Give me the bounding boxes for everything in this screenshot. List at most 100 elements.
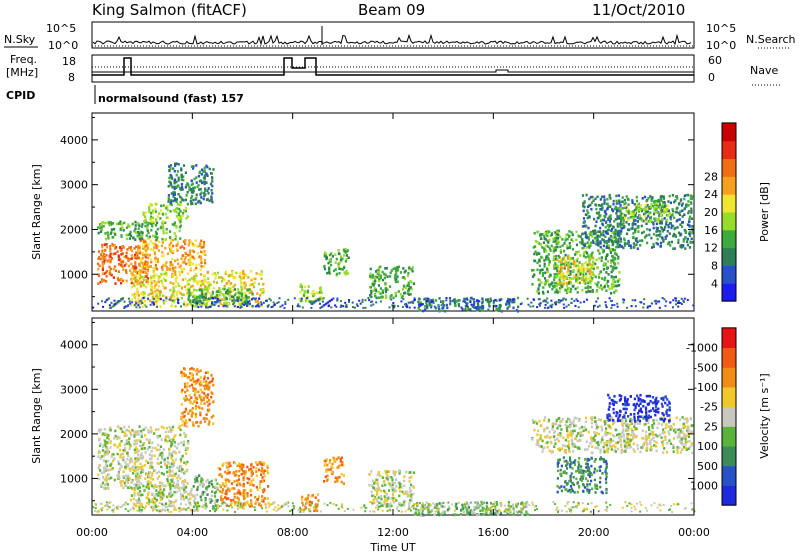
scatter-cell <box>131 222 134 226</box>
scatter-cell <box>587 238 591 241</box>
scatter-cell <box>130 298 133 301</box>
scatter-cell <box>167 197 170 200</box>
scatter-cell <box>259 480 262 483</box>
scatter-cell <box>668 212 671 215</box>
scatter-cell <box>573 262 576 265</box>
scatter-cell <box>113 299 116 302</box>
scatter-cell <box>340 480 343 484</box>
scatter-cell <box>259 486 262 489</box>
scatter-cell <box>97 455 100 458</box>
scatter-cell <box>121 452 124 456</box>
scatter-cell <box>150 505 153 509</box>
scatter-cell <box>193 186 196 189</box>
scatter-cell <box>632 212 635 216</box>
scatter-cell <box>200 173 203 176</box>
scatter-cell <box>249 493 253 497</box>
scatter-cell <box>136 457 139 460</box>
scatter-cell <box>590 207 593 211</box>
scatter-cell <box>651 196 654 200</box>
scatter-cell <box>123 431 126 435</box>
scatter-cell <box>193 478 197 481</box>
scatter-cell <box>173 221 176 224</box>
scatter-cell <box>612 258 615 261</box>
scatter-cell <box>618 235 621 238</box>
scatter-cell <box>554 240 557 243</box>
scatter-cell <box>337 456 340 459</box>
scatter-cell <box>144 426 147 430</box>
scatter-cell <box>219 485 222 489</box>
scatter-cell <box>200 482 203 485</box>
scatter-cell <box>211 303 214 306</box>
scatter-cell <box>246 302 249 305</box>
scatter-cell <box>228 290 231 294</box>
scatter-cell <box>404 286 407 290</box>
scatter-cell <box>631 224 634 227</box>
scatter-cell <box>673 247 676 250</box>
scatter-cell <box>605 241 608 244</box>
scatter-cell <box>199 294 202 297</box>
scatter-cell <box>334 253 337 256</box>
scatter-cell <box>250 483 253 486</box>
scatter-cell <box>207 287 210 290</box>
scatter-cell <box>299 285 302 288</box>
scatter-cell <box>667 225 670 229</box>
scatter-cell <box>351 301 354 304</box>
scatter-cell <box>151 471 154 475</box>
scatter-cell <box>375 301 378 304</box>
scatter-cell <box>125 440 128 443</box>
scatter-cell <box>200 480 203 483</box>
scatter-cell <box>393 304 396 307</box>
scatter-cell <box>544 271 547 275</box>
scatter-cell <box>173 179 176 183</box>
scatter-cell <box>310 500 314 504</box>
scatter-cell <box>618 217 622 220</box>
scatter-cell <box>666 242 670 246</box>
scatter-cell <box>334 304 337 307</box>
scatter-cell <box>195 296 198 299</box>
scatter-cell <box>177 289 180 293</box>
scatter-cell <box>178 229 181 233</box>
freq-label: Freq. <box>10 53 37 66</box>
scatter-cell <box>651 204 655 208</box>
scatter-cell <box>202 170 205 173</box>
scatter-cell <box>138 245 142 248</box>
scatter-cell <box>312 505 316 509</box>
scatter-cell <box>108 258 111 262</box>
scatter-cell <box>147 474 150 478</box>
scatter-cell <box>117 270 120 273</box>
scatter-cell <box>230 487 233 491</box>
scatter-cell <box>669 221 672 225</box>
scatter-cell <box>538 252 541 255</box>
scatter-cell <box>178 467 181 470</box>
scatter-cell <box>166 470 169 474</box>
scatter-cell <box>208 199 211 203</box>
scatter-cell <box>676 197 679 200</box>
scatter-cell <box>541 256 544 260</box>
scatter-cell <box>188 239 191 242</box>
scatter-cell <box>225 305 228 309</box>
scatter-cell <box>140 508 143 512</box>
scatter-cell <box>330 465 333 469</box>
y-tick-label: 1000 <box>60 268 88 281</box>
scatter-cell <box>148 438 151 442</box>
scatter-cell <box>407 283 410 287</box>
scatter-cell <box>130 246 133 249</box>
scatter-cell <box>677 300 680 302</box>
scatter-cell <box>250 463 253 466</box>
scatter-cell <box>191 182 194 186</box>
scatter-cell <box>157 244 160 248</box>
scatter-cell <box>340 258 343 261</box>
scatter-cell <box>643 236 647 239</box>
scatter-cell <box>685 203 688 206</box>
scatter-cell <box>547 256 550 260</box>
scatter-cell <box>189 302 192 306</box>
scatter-cell <box>651 246 654 249</box>
scatter-cell <box>645 199 648 203</box>
scatter-cell <box>194 273 197 276</box>
scatter-cell <box>475 308 478 312</box>
scatter-cell <box>445 303 448 307</box>
scatter-cell <box>246 305 248 307</box>
scatter-cell <box>655 222 658 226</box>
scatter-cell <box>157 494 160 497</box>
scatter-cell <box>165 271 168 275</box>
